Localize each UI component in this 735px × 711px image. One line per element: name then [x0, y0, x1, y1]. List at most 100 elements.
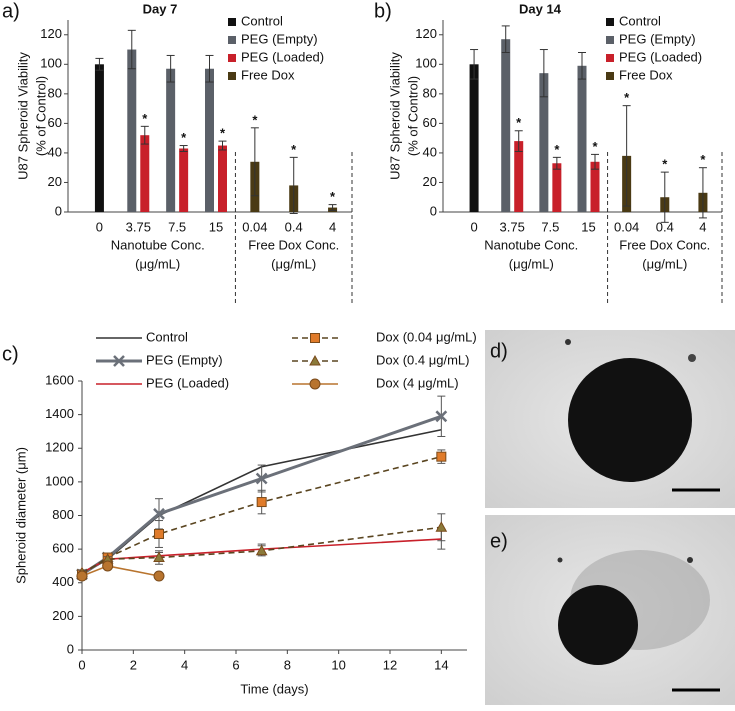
x-group-label: Free Dox Conc. [619, 237, 710, 252]
x-tick-label: 0 [78, 657, 85, 672]
x-tick-label: 7.5 [541, 219, 559, 234]
y-tick-label: 0 [67, 641, 74, 656]
significance-mark: * [181, 130, 187, 145]
bar [469, 64, 479, 212]
x-group-label: (μg/mL) [509, 256, 554, 271]
legend-label: PEG (Empty) [619, 31, 696, 46]
y-tick-label: 100 [415, 56, 437, 71]
y-tick-label: 1600 [45, 372, 74, 387]
y-tick-label: 20 [423, 174, 437, 189]
marker [255, 472, 268, 485]
bar [166, 68, 176, 212]
x-tick-label: 0.04 [242, 219, 267, 234]
bar [552, 163, 562, 212]
marker [153, 570, 165, 582]
marker [154, 528, 164, 539]
legend-swatch [606, 54, 614, 62]
x-tick-label: 15 [209, 219, 223, 234]
x-tick-label: 6 [232, 657, 239, 672]
legend-label: Dox (0.4 μg/mL) [376, 352, 469, 367]
legend-swatch [606, 18, 614, 26]
bar [514, 141, 524, 212]
significance-mark: * [252, 112, 258, 127]
bar [501, 39, 511, 213]
y-tick-label: 1400 [45, 406, 74, 421]
x-tick-label: 0.04 [614, 219, 639, 234]
x-tick-label: 0.4 [656, 219, 674, 234]
significance-mark: * [700, 152, 706, 167]
x-group-label: Nanotube Conc. [111, 237, 205, 252]
debris [565, 339, 571, 345]
x-tick-label: 0 [470, 219, 477, 234]
legend-swatch [228, 36, 236, 44]
series-line [81, 455, 442, 576]
x-tick-label: 12 [383, 657, 397, 672]
legend-marker [310, 333, 320, 343]
y-tick-label: 800 [52, 507, 74, 522]
significance-mark: * [330, 189, 336, 204]
bar [218, 145, 227, 212]
panel-label: e) [490, 530, 508, 552]
x-tick-label: 4 [181, 657, 188, 672]
significance-mark: * [624, 90, 630, 105]
x-tick-label: 10 [331, 657, 345, 672]
y-tick-label: 120 [415, 26, 437, 41]
legend-label: Control [241, 13, 283, 28]
marker [76, 570, 88, 582]
legend-swatch [228, 54, 236, 62]
legend-label: PEG (Loaded) [146, 375, 229, 390]
marker [256, 497, 267, 508]
marker [153, 507, 165, 520]
y-axis-title: (% of Control) [33, 76, 48, 156]
x-group-label: Nanotube Conc. [484, 237, 578, 252]
legend-marker [113, 355, 125, 367]
x-tick-label: 8 [284, 657, 291, 672]
bar [577, 65, 587, 213]
x-tick-label: 7.5 [168, 219, 186, 234]
bar [539, 73, 549, 213]
debris [557, 557, 563, 563]
y-tick-label: 80 [423, 85, 437, 100]
y-tick-label: 60 [423, 115, 437, 130]
x-group-label: Free Dox Conc. [248, 237, 339, 252]
panel-label: d) [490, 340, 508, 362]
y-tick-label: 0 [55, 203, 62, 218]
x-tick-label: 0 [96, 219, 103, 234]
legend-label: PEG (Loaded) [619, 49, 702, 64]
y-axis-title: Spheroid diameter (μm) [13, 447, 28, 584]
y-tick-label: 40 [48, 144, 62, 159]
bar [140, 135, 150, 212]
y-tick-label: 400 [52, 574, 74, 589]
legend-swatch [228, 18, 236, 26]
y-axis-title: U87 Spheroid Viability [15, 52, 30, 180]
series [76, 513, 448, 578]
x-tick-label: 15 [581, 219, 595, 234]
x-tick-label: 4 [699, 219, 706, 234]
debris [688, 354, 696, 362]
panel-label: a) [2, 0, 20, 22]
marker [435, 521, 448, 532]
chart-title: Day 14 [519, 1, 562, 16]
panel-label: b) [374, 0, 392, 22]
legend-label: PEG (Empty) [241, 31, 318, 46]
bar [590, 161, 600, 212]
y-tick-label: 1200 [45, 440, 74, 455]
y-tick-label: 1000 [45, 473, 74, 488]
significance-mark: * [220, 126, 226, 141]
panel-label: c) [2, 343, 19, 365]
x-group-label: (μg/mL) [642, 256, 687, 271]
marker [436, 451, 447, 462]
bar [127, 49, 137, 213]
y-tick-label: 40 [423, 144, 437, 159]
x-tick-label: 2 [130, 657, 137, 672]
bar [94, 64, 104, 212]
significance-mark: * [291, 142, 297, 157]
legend-label: PEG (Loaded) [241, 49, 324, 64]
chart-title: Day 7 [143, 1, 178, 16]
image-d [485, 330, 735, 508]
x-axis-title: Time (days) [240, 681, 308, 696]
significance-mark: * [142, 111, 148, 126]
spheroid [558, 585, 638, 665]
legend-label: Free Dox [619, 67, 673, 82]
